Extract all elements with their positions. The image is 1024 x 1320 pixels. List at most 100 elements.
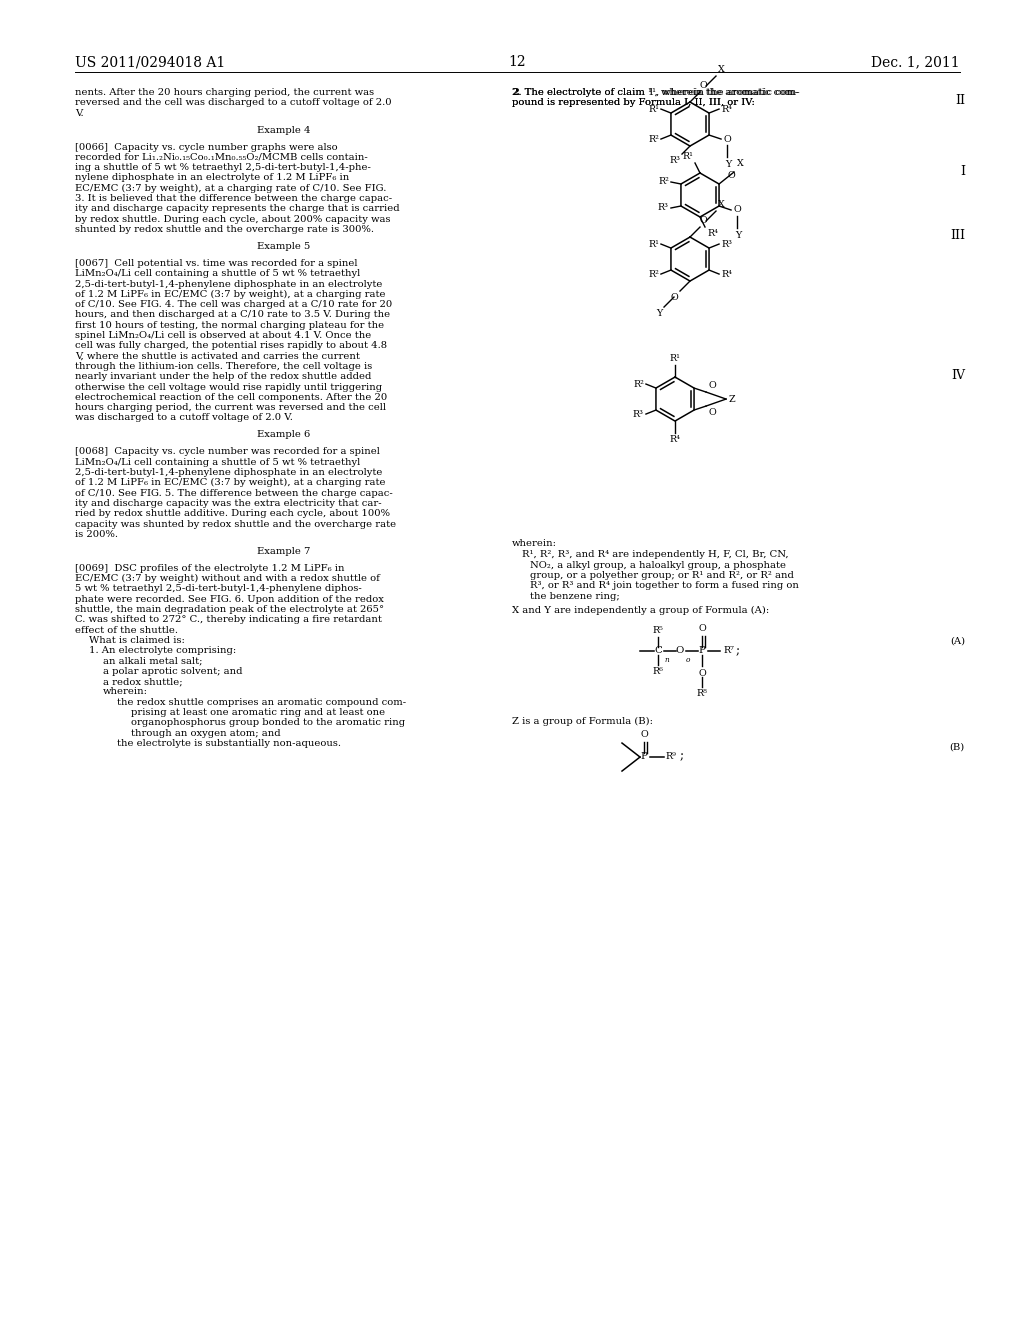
Text: P: P bbox=[641, 751, 647, 760]
Text: Dec. 1, 2011: Dec. 1, 2011 bbox=[871, 55, 961, 69]
Text: Example 4: Example 4 bbox=[257, 125, 310, 135]
Text: C: C bbox=[654, 645, 662, 655]
Text: 2. The electrolyte of claim ¹¹, wherein the aromatic com-: 2. The electrolyte of claim ¹¹, wherein … bbox=[512, 88, 800, 96]
Text: ing a shuttle of 5 wt % tetraethyl 2,5-di-tert-butyl-1,4-phe-: ing a shuttle of 5 wt % tetraethyl 2,5-d… bbox=[75, 164, 371, 172]
Text: wherein:: wherein: bbox=[103, 688, 148, 697]
Text: O: O bbox=[676, 645, 684, 655]
Text: R⁴: R⁴ bbox=[707, 228, 718, 238]
Text: (A): (A) bbox=[950, 636, 965, 645]
Text: hours charging period, the current was reversed and the cell: hours charging period, the current was r… bbox=[75, 403, 386, 412]
Text: n: n bbox=[664, 656, 669, 664]
Text: an alkali metal salt;: an alkali metal salt; bbox=[103, 656, 203, 665]
Text: the redox shuttle comprises an aromatic compound com-: the redox shuttle comprises an aromatic … bbox=[117, 698, 407, 706]
Text: R⁹: R⁹ bbox=[666, 751, 677, 760]
Text: a polar aprotic solvent; and: a polar aprotic solvent; and bbox=[103, 667, 243, 676]
Text: by redox shuttle. During each cycle, about 200% capacity was: by redox shuttle. During each cycle, abo… bbox=[75, 215, 390, 223]
Text: recorded for Li₁.₂Ni₀.₁₅Co₀.₁Mn₀.₅₅O₂/MCMB cells contain-: recorded for Li₁.₂Ni₀.₁₅Co₀.₁Mn₀.₅₅O₂/MC… bbox=[75, 153, 368, 162]
Text: organophosphorus group bonded to the aromatic ring: organophosphorus group bonded to the aro… bbox=[131, 718, 406, 727]
Text: was discharged to a cutoff voltage of 2.0 V.: was discharged to a cutoff voltage of 2.… bbox=[75, 413, 293, 422]
Text: 1. An electrolyte comprising:: 1. An electrolyte comprising: bbox=[89, 647, 237, 655]
Text: through the lithium-ion cells. Therefore, the cell voltage is: through the lithium-ion cells. Therefore… bbox=[75, 362, 373, 371]
Text: through an oxygen atom; and: through an oxygen atom; and bbox=[131, 729, 281, 738]
Text: a redox shuttle;: a redox shuttle; bbox=[103, 677, 182, 686]
Text: X and Y are independently a group of Formula (A):: X and Y are independently a group of For… bbox=[512, 606, 769, 615]
Text: R¹: R¹ bbox=[682, 152, 693, 161]
Text: of 1.2 M LiPF₆ in EC/EMC (3:7 by weight), at a charging rate: of 1.2 M LiPF₆ in EC/EMC (3:7 by weight)… bbox=[75, 478, 385, 487]
Text: R⁸: R⁸ bbox=[696, 689, 708, 698]
Text: Y: Y bbox=[725, 160, 731, 169]
Text: electrochemical reaction of the cell components. After the 20: electrochemical reaction of the cell com… bbox=[75, 393, 387, 401]
Text: first 10 hours of testing, the normal charging plateau for the: first 10 hours of testing, the normal ch… bbox=[75, 321, 384, 330]
Text: wherein:: wherein: bbox=[512, 539, 557, 548]
Text: nents. After the 20 hours charging period, the current was: nents. After the 20 hours charging perio… bbox=[75, 88, 374, 96]
Text: IV: IV bbox=[951, 370, 965, 381]
Text: 12: 12 bbox=[509, 55, 526, 69]
Text: group, or a polyether group; or R¹ and R², or R² and: group, or a polyether group; or R¹ and R… bbox=[530, 572, 794, 579]
Text: R¹: R¹ bbox=[648, 104, 659, 114]
Text: ;: ; bbox=[680, 750, 684, 763]
Text: R²: R² bbox=[633, 380, 644, 388]
Text: What is claimed is:: What is claimed is: bbox=[89, 636, 185, 645]
Text: R¹: R¹ bbox=[670, 354, 680, 363]
Text: [0066]  Capacity vs. cycle number graphs were also: [0066] Capacity vs. cycle number graphs … bbox=[75, 143, 338, 152]
Text: III: III bbox=[950, 230, 965, 242]
Text: R³, or R³ and R⁴ join together to form a fused ring on: R³, or R³ and R⁴ join together to form a… bbox=[530, 581, 799, 590]
Text: O: O bbox=[708, 381, 716, 389]
Text: O: O bbox=[640, 730, 648, 739]
Text: R⁷: R⁷ bbox=[723, 645, 734, 655]
Text: O: O bbox=[727, 172, 735, 180]
Text: I: I bbox=[961, 165, 965, 178]
Text: the benzene ring;: the benzene ring; bbox=[530, 591, 620, 601]
Text: LiMn₂O₄/Li cell containing a shuttle of 5 wt % tetraethyl: LiMn₂O₄/Li cell containing a shuttle of … bbox=[75, 269, 360, 279]
Text: o: o bbox=[686, 656, 690, 664]
Text: R¹, R², R³, and R⁴ are independently H, F, Cl, Br, CN,: R¹, R², R³, and R⁴ are independently H, … bbox=[522, 550, 788, 560]
Text: ity and discharge capacity was the extra electricity that car-: ity and discharge capacity was the extra… bbox=[75, 499, 382, 508]
Text: 2,5-di-tert-butyl-1,4-phenylene diphosphate in an electrolyte: 2,5-di-tert-butyl-1,4-phenylene diphosph… bbox=[75, 469, 382, 477]
Text: hours, and then discharged at a C/10 rate to 3.5 V. During the: hours, and then discharged at a C/10 rat… bbox=[75, 310, 390, 319]
Text: R⁴: R⁴ bbox=[721, 104, 732, 114]
Text: EC/EMC (3:7 by weight) without and with a redox shuttle of: EC/EMC (3:7 by weight) without and with … bbox=[75, 574, 380, 583]
Text: 2. The electrolyte of claim 1, wherein the aromatic com-: 2. The electrolyte of claim 1, wherein t… bbox=[512, 88, 798, 96]
Text: Y: Y bbox=[655, 309, 662, 318]
Text: is 200%.: is 200%. bbox=[75, 529, 118, 539]
Text: LiMn₂O₄/Li cell containing a shuttle of 5 wt % tetraethyl: LiMn₂O₄/Li cell containing a shuttle of … bbox=[75, 458, 360, 467]
Text: [0069]  DSC profiles of the electrolyte 1.2 M LiPF₆ in: [0069] DSC profiles of the electrolyte 1… bbox=[75, 564, 344, 573]
Text: (B): (B) bbox=[949, 742, 965, 751]
Text: of C/10. See FIG. 5. The difference between the charge capac-: of C/10. See FIG. 5. The difference betw… bbox=[75, 488, 393, 498]
Text: phate were recorded. See FIG. 6. Upon addition of the redox: phate were recorded. See FIG. 6. Upon ad… bbox=[75, 595, 384, 603]
Text: [0068]  Capacity vs. cycle number was recorded for a spinel: [0068] Capacity vs. cycle number was rec… bbox=[75, 447, 380, 457]
Text: 2: 2 bbox=[512, 88, 519, 96]
Text: NO₂, a alkyl group, a haloalkyl group, a phosphate: NO₂, a alkyl group, a haloalkyl group, a… bbox=[530, 561, 786, 570]
Text: X: X bbox=[737, 158, 743, 168]
Text: P: P bbox=[698, 645, 706, 655]
Text: R⁴: R⁴ bbox=[721, 269, 732, 279]
Text: R⁶: R⁶ bbox=[652, 668, 664, 676]
Text: US 2011/0294018 A1: US 2011/0294018 A1 bbox=[75, 55, 225, 69]
Text: capacity was shunted by redox shuttle and the overcharge rate: capacity was shunted by redox shuttle an… bbox=[75, 520, 396, 528]
Text: O: O bbox=[700, 216, 708, 224]
Text: V.: V. bbox=[75, 108, 84, 117]
Text: 2,5-di-tert-butyl-1,4-phenylene diphosphate in an electrolyte: 2,5-di-tert-butyl-1,4-phenylene diphosph… bbox=[75, 280, 382, 289]
Text: Z is a group of Formula (B):: Z is a group of Formula (B): bbox=[512, 717, 653, 726]
Text: R³: R³ bbox=[633, 409, 644, 418]
Text: R²: R² bbox=[648, 135, 659, 144]
Text: otherwise the cell voltage would rise rapidly until triggering: otherwise the cell voltage would rise ra… bbox=[75, 383, 382, 392]
Text: pound is represented by Formula I, II, III, or IV:: pound is represented by Formula I, II, I… bbox=[512, 98, 755, 107]
Text: ried by redox shuttle additive. During each cycle, about 100%: ried by redox shuttle additive. During e… bbox=[75, 510, 390, 519]
Text: 5 wt % tetraethyl 2,5-di-tert-butyl-1,4-phenylene diphos-: 5 wt % tetraethyl 2,5-di-tert-butyl-1,4-… bbox=[75, 585, 361, 594]
Text: O: O bbox=[700, 81, 708, 90]
Text: 3. It is believed that the difference between the charge capac-: 3. It is believed that the difference be… bbox=[75, 194, 392, 203]
Text: O: O bbox=[733, 206, 740, 214]
Text: Z: Z bbox=[729, 395, 735, 404]
Text: R³: R³ bbox=[721, 239, 732, 248]
Text: Example 6: Example 6 bbox=[257, 430, 310, 440]
Text: pound is represented by Formula I, II, III, or IV:: pound is represented by Formula I, II, I… bbox=[512, 98, 755, 107]
Text: spinel LiMn₂O₄/Li cell is observed at about 4.1 V. Once the: spinel LiMn₂O₄/Li cell is observed at ab… bbox=[75, 331, 372, 341]
Text: C. was shifted to 272° C., thereby indicating a fire retardant: C. was shifted to 272° C., thereby indic… bbox=[75, 615, 382, 624]
Text: shuttle, the main degradation peak of the electrolyte at 265°: shuttle, the main degradation peak of th… bbox=[75, 605, 384, 614]
Text: O: O bbox=[671, 293, 678, 302]
Text: prising at least one aromatic ring and at least one: prising at least one aromatic ring and a… bbox=[131, 708, 385, 717]
Text: Example 7: Example 7 bbox=[257, 546, 310, 556]
Text: II: II bbox=[955, 94, 965, 107]
Text: ity and discharge capacity represents the charge that is carried: ity and discharge capacity represents th… bbox=[75, 205, 399, 214]
